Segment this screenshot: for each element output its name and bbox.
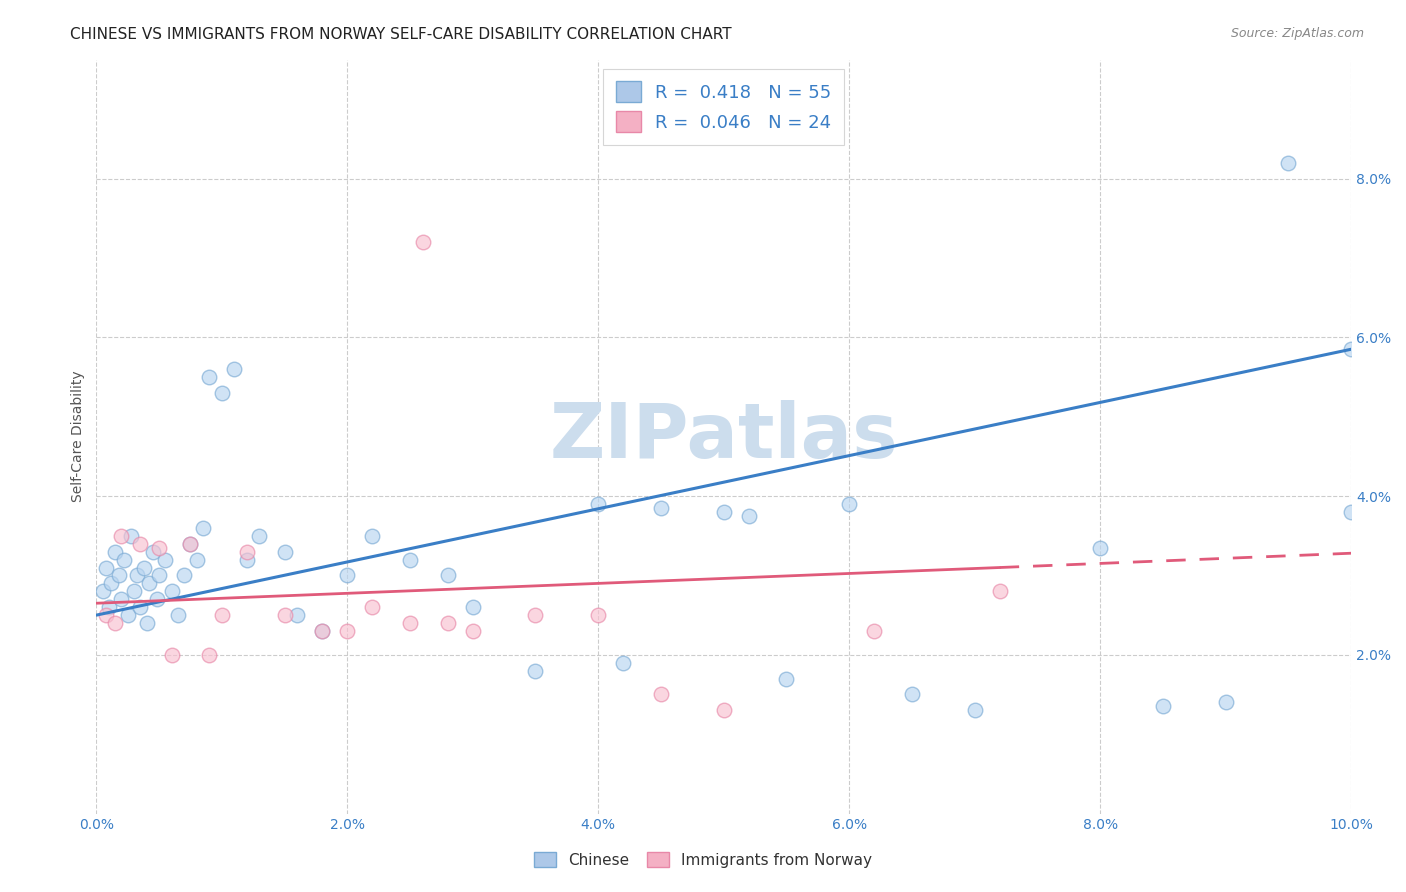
- Point: [142, 544, 165, 558]
- Point: [121, 529, 143, 543]
- Point: [1340, 343, 1362, 357]
- Point: [167, 608, 190, 623]
- Point: [713, 703, 735, 717]
- Point: [211, 385, 233, 400]
- Point: [100, 576, 122, 591]
- Point: [436, 568, 458, 582]
- Point: [273, 608, 295, 623]
- Point: [586, 497, 609, 511]
- Point: [311, 624, 333, 638]
- Point: [129, 600, 152, 615]
- Point: [863, 624, 886, 638]
- Point: [117, 608, 139, 623]
- Point: [285, 608, 308, 623]
- Point: [186, 552, 208, 566]
- Point: [104, 544, 127, 558]
- Point: [236, 552, 259, 566]
- Point: [412, 235, 434, 249]
- Point: [988, 584, 1011, 599]
- Point: [1152, 699, 1174, 714]
- Point: [361, 600, 384, 615]
- Point: [224, 362, 246, 376]
- Point: [1340, 505, 1362, 519]
- Point: [125, 568, 148, 582]
- Point: [198, 648, 221, 662]
- Point: [311, 624, 333, 638]
- Point: [129, 537, 152, 551]
- Point: [361, 529, 384, 543]
- Point: [91, 584, 114, 599]
- Point: [110, 529, 132, 543]
- Text: ZIPatlas: ZIPatlas: [550, 400, 898, 474]
- Point: [148, 568, 170, 582]
- Point: [179, 537, 201, 551]
- Point: [160, 648, 183, 662]
- Point: [236, 544, 259, 558]
- Point: [96, 560, 118, 574]
- Text: CHINESE VS IMMIGRANTS FROM NORWAY SELF-CARE DISABILITY CORRELATION CHART: CHINESE VS IMMIGRANTS FROM NORWAY SELF-C…: [70, 27, 733, 42]
- Point: [96, 608, 118, 623]
- Y-axis label: Self-Care Disability: Self-Care Disability: [72, 371, 86, 502]
- Point: [249, 529, 271, 543]
- Point: [838, 497, 860, 511]
- Point: [1088, 541, 1111, 555]
- Point: [211, 608, 233, 623]
- Point: [273, 544, 295, 558]
- Point: [713, 505, 735, 519]
- Point: [650, 501, 672, 516]
- Point: [336, 624, 359, 638]
- Point: [436, 616, 458, 631]
- Point: [179, 537, 201, 551]
- Point: [135, 616, 157, 631]
- Point: [108, 568, 131, 582]
- Point: [524, 664, 547, 678]
- Point: [1277, 155, 1299, 169]
- Legend: R =  0.418   N = 55, R =  0.046   N = 24: R = 0.418 N = 55, R = 0.046 N = 24: [603, 69, 845, 145]
- Point: [104, 616, 127, 631]
- Point: [901, 688, 924, 702]
- Point: [132, 560, 155, 574]
- Point: [148, 541, 170, 555]
- Point: [122, 584, 145, 599]
- Point: [198, 370, 221, 384]
- Point: [1215, 695, 1237, 709]
- Point: [612, 656, 634, 670]
- Text: Source: ZipAtlas.com: Source: ZipAtlas.com: [1230, 27, 1364, 40]
- Point: [524, 608, 547, 623]
- Point: [738, 508, 761, 523]
- Point: [650, 688, 672, 702]
- Point: [775, 672, 797, 686]
- Point: [110, 592, 132, 607]
- Point: [399, 552, 422, 566]
- Point: [145, 592, 167, 607]
- Point: [173, 568, 195, 582]
- Point: [461, 600, 484, 615]
- Point: [191, 521, 214, 535]
- Point: [461, 624, 484, 638]
- Point: [586, 608, 609, 623]
- Point: [160, 584, 183, 599]
- Point: [138, 576, 160, 591]
- Legend: Chinese, Immigrants from Norway: Chinese, Immigrants from Norway: [526, 844, 880, 875]
- Point: [155, 552, 177, 566]
- Point: [336, 568, 359, 582]
- Point: [399, 616, 422, 631]
- Point: [963, 703, 986, 717]
- Point: [97, 600, 120, 615]
- Point: [112, 552, 135, 566]
